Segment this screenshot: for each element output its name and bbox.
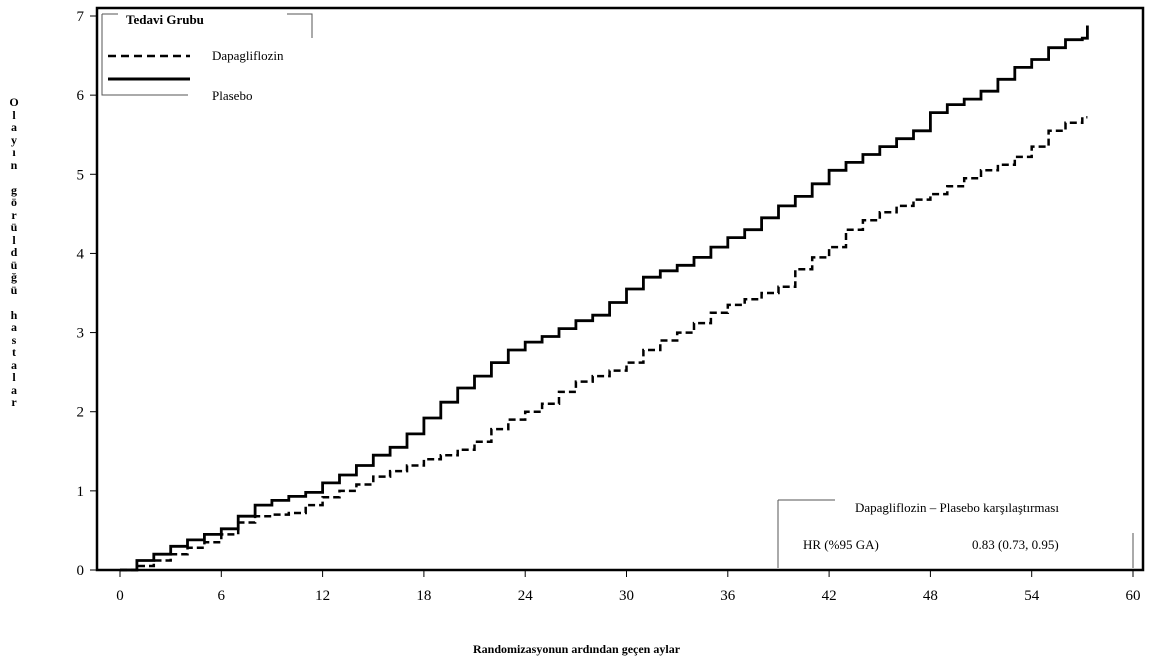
x-tick-label: 12 bbox=[315, 588, 330, 604]
hr-annotation: Dapagliflozin – Plasebo karşılaştırması … bbox=[777, 499, 1134, 568]
y-tick-label: 6 bbox=[77, 88, 85, 104]
x-tick-label: 36 bbox=[720, 588, 736, 604]
x-tick-label: 60 bbox=[1126, 588, 1141, 604]
x-tick-label: 0 bbox=[116, 588, 124, 604]
y-tick-label: 3 bbox=[77, 326, 85, 342]
annotation-hr-value: 0.83 (0.73, 0.95) bbox=[972, 537, 1059, 552]
y-tick-label: 1 bbox=[77, 484, 85, 500]
x-tick-label: 24 bbox=[518, 588, 534, 604]
x-tick-label: 6 bbox=[218, 588, 226, 604]
annotation-hr-label: HR (%95 GA) bbox=[803, 537, 879, 552]
x-tick-label: 42 bbox=[822, 588, 837, 604]
legend-label-plasebo: Plasebo bbox=[212, 88, 252, 103]
annotation-title: Dapagliflozin – Plasebo karşılaştırması bbox=[855, 500, 1059, 515]
legend-title: Tedavi Grubu bbox=[126, 12, 204, 27]
x-tick-label: 18 bbox=[416, 588, 431, 604]
series-lines bbox=[120, 25, 1089, 572]
x-tick-label: 48 bbox=[923, 588, 938, 604]
x-tick-label: 30 bbox=[619, 588, 634, 604]
x-axis-label: Randomizasyonun ardından geçen aylar bbox=[472, 642, 681, 656]
legend-label-dapagliflozin: Dapagliflozin bbox=[212, 48, 284, 63]
y-tick-label: 7 bbox=[77, 9, 85, 25]
y-tick-label: 2 bbox=[77, 405, 85, 421]
legend-frame bbox=[101, 13, 313, 96]
y-tick-label: 0 bbox=[77, 563, 85, 579]
series-line-dapagliflozin bbox=[120, 116, 1088, 572]
y-tick-label: 5 bbox=[77, 167, 85, 183]
series-line-plasebo bbox=[120, 25, 1089, 572]
plot-frame bbox=[95, 6, 1145, 572]
y-tick-label: 4 bbox=[77, 246, 85, 262]
x-tick-label: 54 bbox=[1024, 588, 1040, 604]
legend: Tedavi Grubu Dapagliflozin Plasebo bbox=[101, 12, 313, 103]
annotation-frame bbox=[777, 499, 1134, 568]
